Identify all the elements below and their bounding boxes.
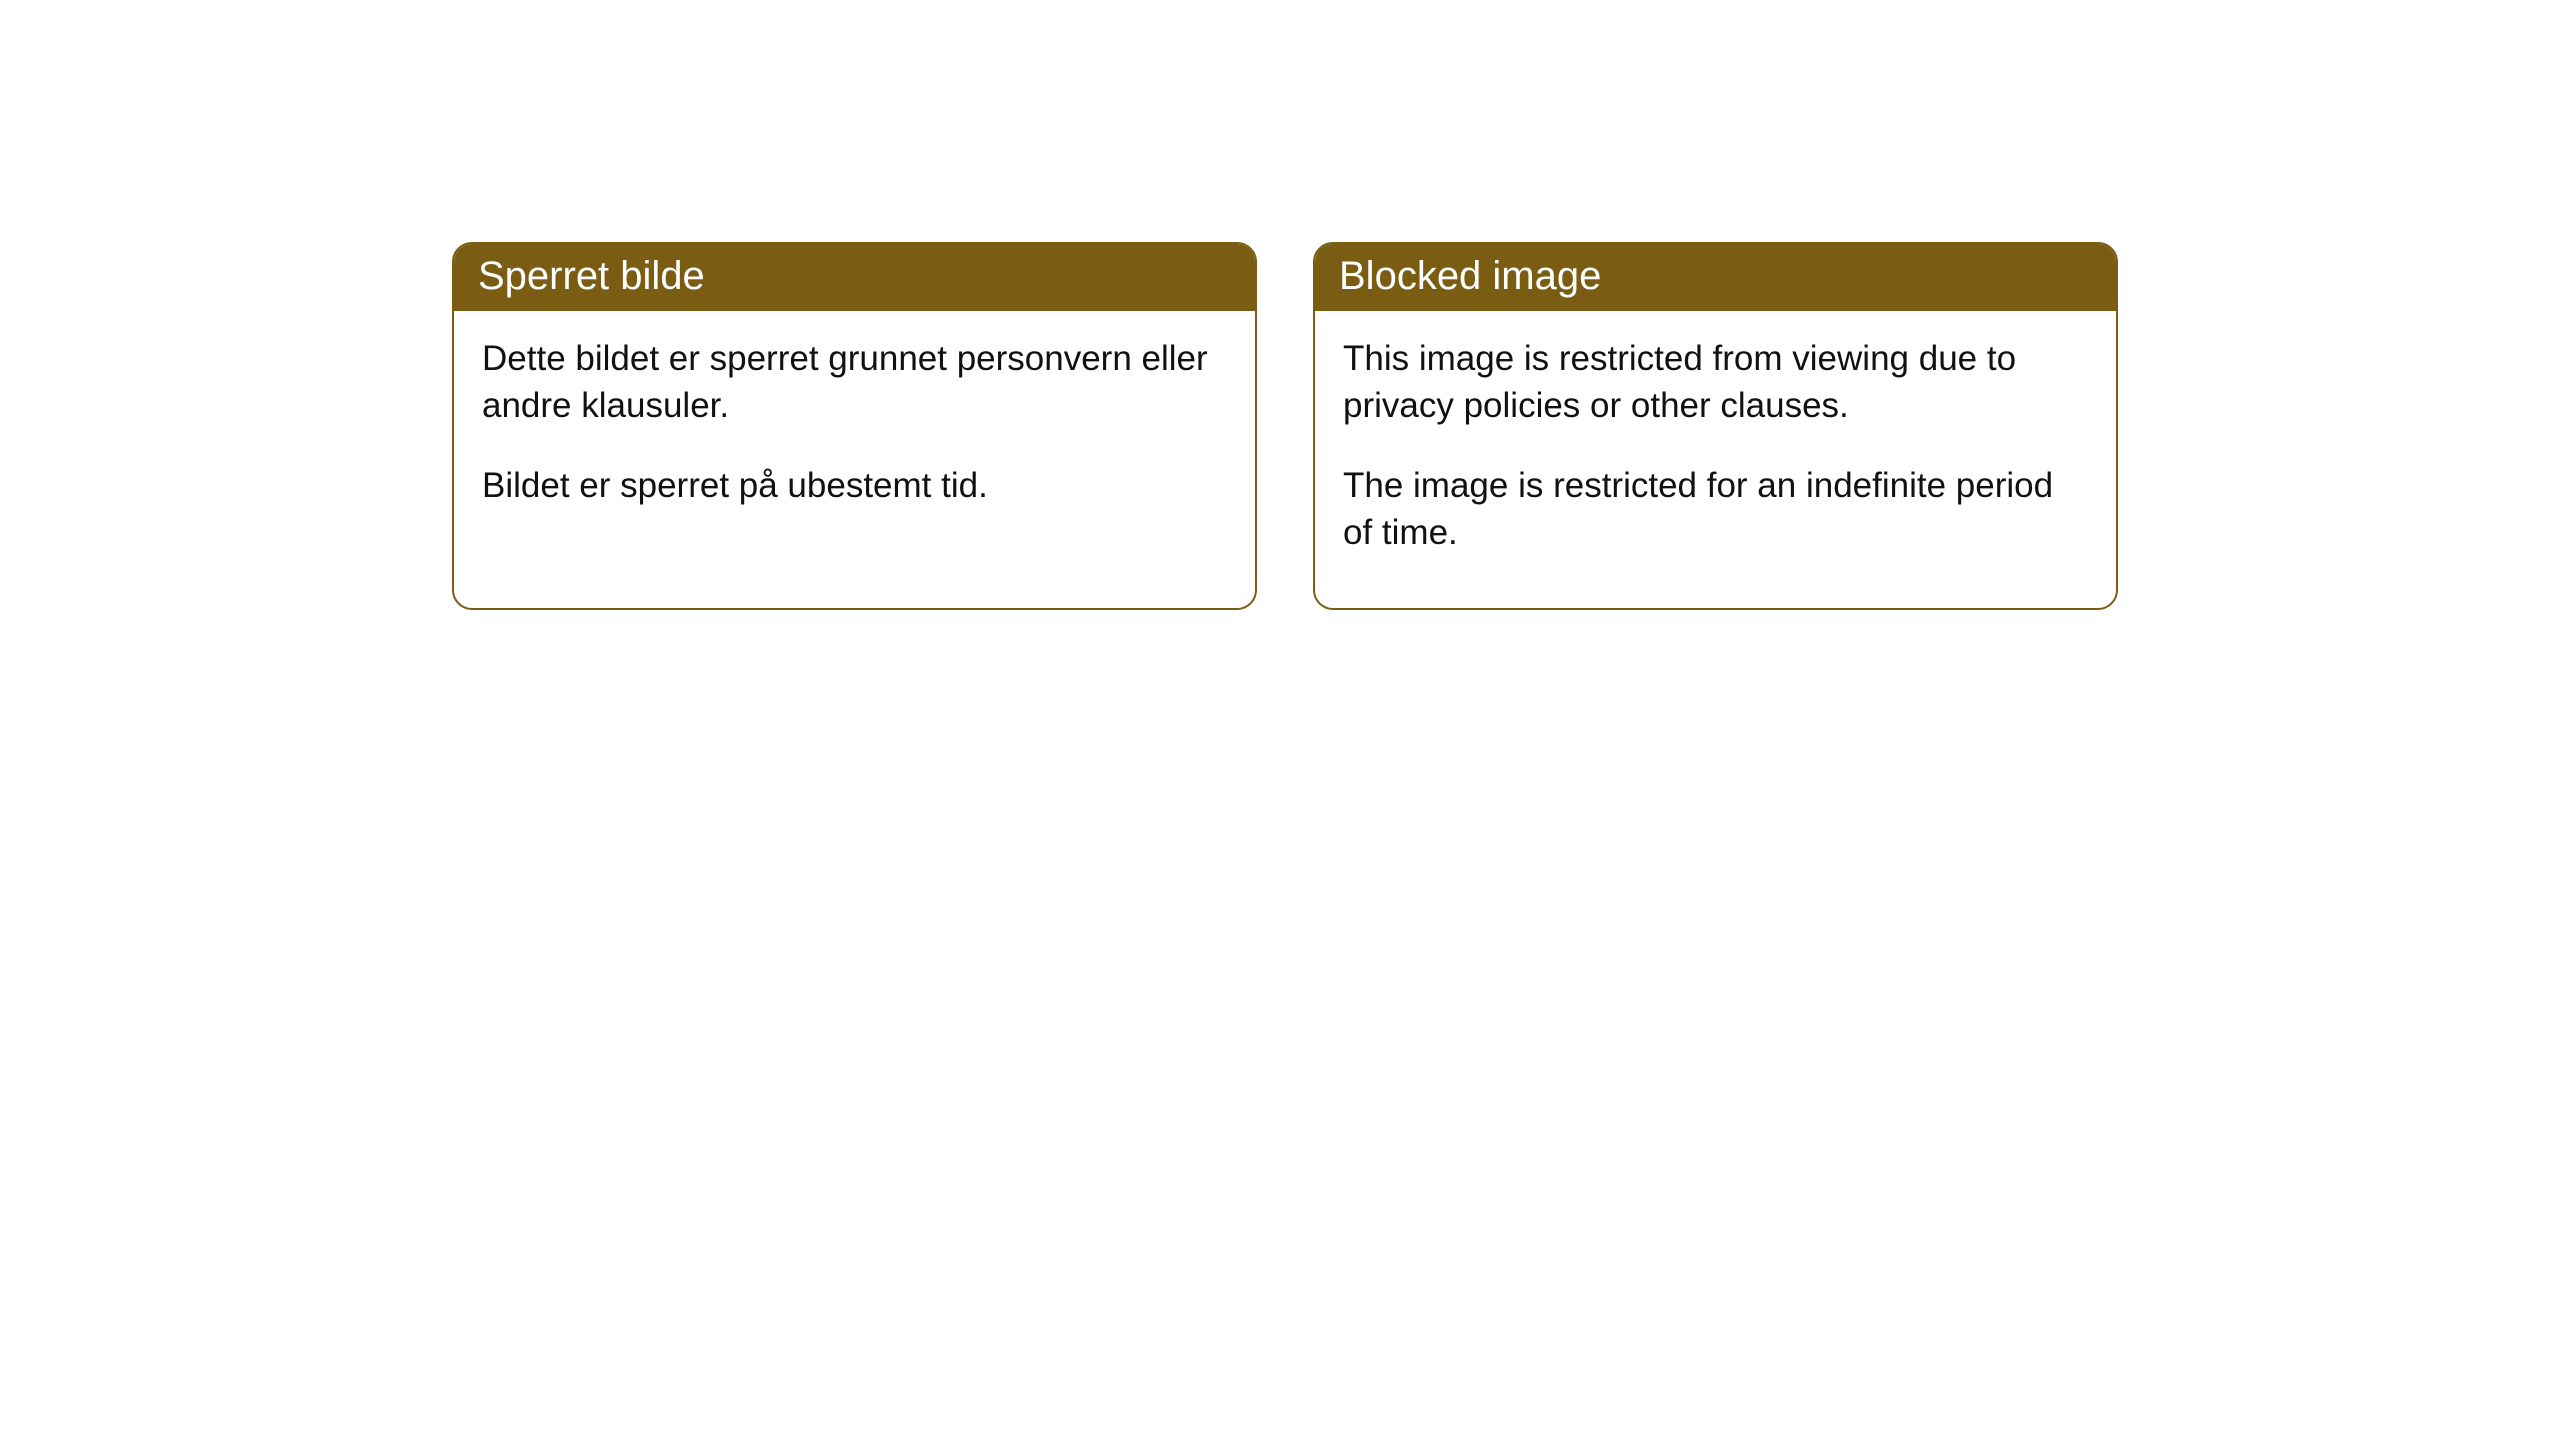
card-header-en: Blocked image [1315,244,2116,311]
blocked-image-card-en: Blocked image This image is restricted f… [1313,242,2118,610]
blocked-image-card-no: Sperret bilde Dette bildet er sperret gr… [452,242,1257,610]
card-text-no-1: Dette bildet er sperret grunnet personve… [482,335,1227,430]
card-body-en: This image is restricted from viewing du… [1315,311,2116,608]
card-text-en-1: This image is restricted from viewing du… [1343,335,2088,430]
card-text-no-2: Bildet er sperret på ubestemt tid. [482,462,1227,509]
card-text-en-2: The image is restricted for an indefinit… [1343,462,2088,557]
card-body-no: Dette bildet er sperret grunnet personve… [454,311,1255,561]
card-header-no: Sperret bilde [454,244,1255,311]
cards-container: Sperret bilde Dette bildet er sperret gr… [0,0,2560,610]
